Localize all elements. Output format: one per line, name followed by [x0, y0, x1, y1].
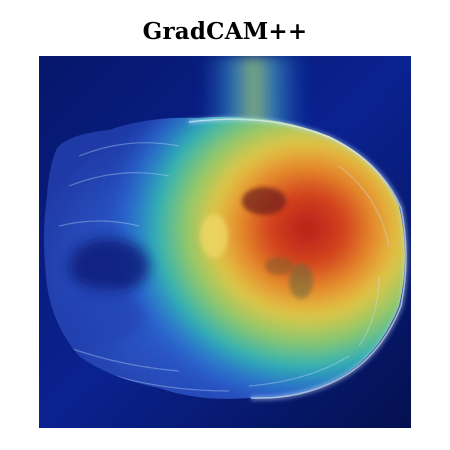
gradcam-heatmap-image	[39, 56, 411, 428]
figure-title: GradCAM++	[142, 18, 308, 45]
